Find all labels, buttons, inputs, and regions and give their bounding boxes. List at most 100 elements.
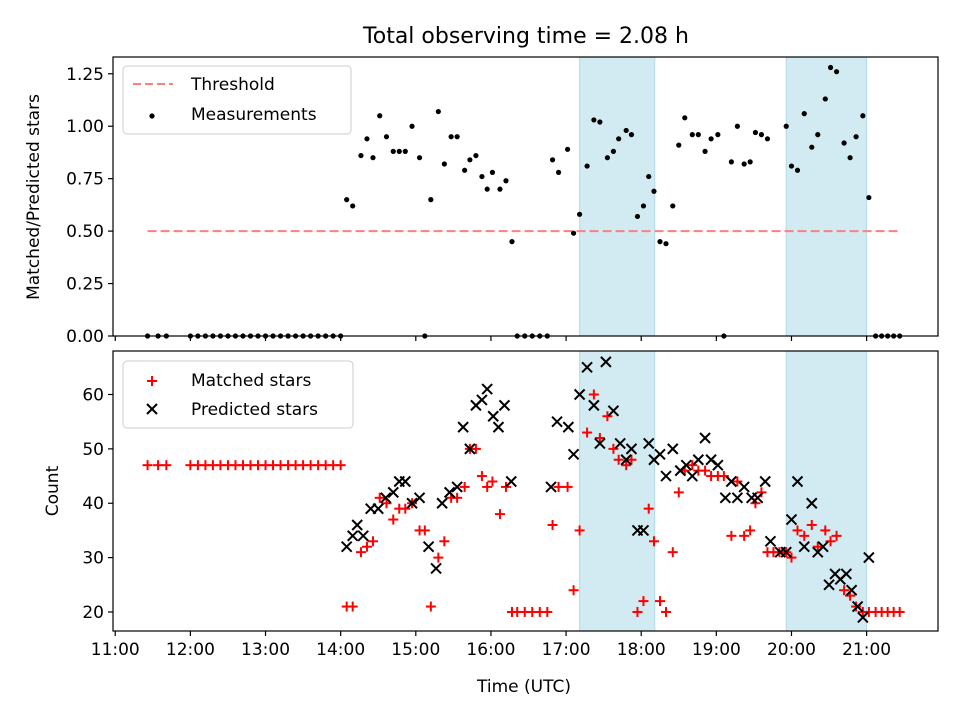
matched-star-markers: [142, 389, 905, 617]
matched-star-marker: [806, 519, 817, 530]
measurement-point: [628, 132, 635, 138]
predicted-star-marker: [551, 415, 563, 428]
matched-star-marker: [562, 481, 573, 492]
predicted-star-marker: [594, 437, 606, 450]
matched-legend-label: Matched stars: [191, 371, 311, 391]
matched-star-marker: [335, 460, 346, 471]
matched-star-marker: [482, 481, 493, 492]
matched-star-marker: [419, 525, 430, 536]
measurement-point: [428, 197, 434, 203]
predicted-star-marker: [567, 448, 580, 461]
measurement-point: [702, 148, 708, 154]
x-tick-label: 11:00: [91, 640, 140, 660]
predicted-star-marker: [581, 361, 593, 374]
predicted-star-marker: [457, 421, 469, 433]
predicted-star-marker: [406, 497, 418, 509]
measurement-point: [549, 157, 556, 163]
measurement-point: [610, 148, 617, 154]
matched-star-marker: [667, 547, 678, 558]
threshold-legend-label: Threshold: [190, 75, 275, 95]
predicted-star-marker: [851, 600, 864, 613]
matched-star-marker: [654, 596, 665, 607]
predicted-star-marker: [620, 454, 632, 466]
matched-star-marker: [643, 503, 654, 514]
measurement-point: [616, 136, 622, 142]
measurement-point: [833, 69, 840, 75]
predicted-star-marker: [764, 535, 777, 547]
bottom-y-axis-label: Count: [43, 465, 63, 516]
predicted-star-marker: [588, 399, 600, 412]
predicted-star-marker: [387, 486, 399, 499]
measurement-point: [752, 129, 759, 136]
predicted-star-marker: [545, 481, 557, 493]
matched-star-marker: [574, 525, 585, 536]
predicted-star-marker: [857, 611, 869, 624]
measurement-point: [841, 140, 847, 146]
predicted-star-marker: [817, 541, 829, 553]
predicted-star-marker: [573, 388, 586, 401]
matched-legend-swatch: [147, 376, 157, 386]
measurement-point: [479, 173, 485, 180]
x-tick-label: 19:00: [692, 640, 741, 660]
x-tick-label: 12:00: [166, 640, 215, 660]
measurement-point: [708, 136, 714, 142]
predicted-star-marker: [436, 497, 448, 509]
measurement-point: [695, 132, 701, 138]
bottom-y-tick-label: 40: [82, 494, 104, 514]
predicted-star-marker: [731, 492, 744, 504]
measurement-point: [383, 134, 390, 140]
matched-star-marker: [638, 596, 649, 607]
predicted-star-marker: [738, 481, 750, 493]
matched-star-marker: [613, 454, 624, 465]
top-y-tick-label: 0.75: [66, 170, 104, 190]
matched-star-marker: [367, 536, 378, 547]
bottom-shaded-regions: [579, 350, 868, 632]
matched-star-marker: [547, 519, 558, 530]
measurement-point: [847, 155, 853, 161]
x-tick-label: 20:00: [767, 640, 816, 660]
predicted-star-marker: [806, 497, 818, 509]
measurements-legend-label: Measurements: [191, 105, 317, 125]
matched-star-marker: [500, 481, 511, 492]
bottom-y-tick-label: 20: [82, 603, 104, 623]
measurement-point: [764, 136, 771, 142]
measurement-point: [657, 239, 663, 245]
top-y-tick-label: 0.50: [66, 222, 104, 242]
measurement-point: [728, 159, 734, 165]
predicted-star-marker: [600, 356, 612, 368]
bottom-x-ticks: 11:00 12:00 13:00 14:00 15:00 16:00 17:00 18:00…: [91, 631, 891, 660]
measurement-point: [758, 132, 765, 138]
matched-star-marker: [820, 525, 831, 536]
measurement-point: [467, 157, 473, 163]
predicted-star-marker: [654, 448, 666, 461]
measurement-point: [747, 159, 753, 165]
x-tick-label: 21:00: [842, 640, 891, 660]
predicted-star-marker: [614, 437, 626, 450]
measurement-point: [604, 155, 610, 161]
matched-star-marker: [621, 460, 632, 471]
predicted-star-marker: [845, 584, 858, 596]
measurement-point: [623, 127, 629, 134]
matched-star-marker: [732, 476, 743, 487]
matched-star-marker: [400, 503, 411, 514]
matched-star-marker: [894, 606, 905, 617]
top-x-ticks: [114, 336, 868, 341]
matched-star-marker: [459, 481, 470, 492]
matched-star-marker: [347, 601, 358, 612]
predicted-star-marker: [451, 481, 463, 493]
predicted-star-marker: [667, 443, 679, 455]
chart-title: Total observing time = 2.08 h: [362, 24, 689, 49]
measurement-point: [670, 203, 676, 209]
measurement-point: [815, 132, 821, 138]
predicted-star-marker: [692, 454, 705, 466]
measurement-point: [597, 119, 603, 125]
matched-star-marker: [812, 541, 823, 552]
predicted-star-marker: [340, 541, 353, 553]
measurement-point: [651, 188, 657, 194]
top-legend: Threshold Measurements: [122, 65, 352, 135]
bottom-legend: Matched stars Predicted stars: [122, 360, 354, 429]
predicted-star-marker: [607, 405, 620, 417]
measurement-point: [364, 136, 370, 142]
top-y-axis-label: Matched/Predicted stars: [24, 94, 44, 300]
